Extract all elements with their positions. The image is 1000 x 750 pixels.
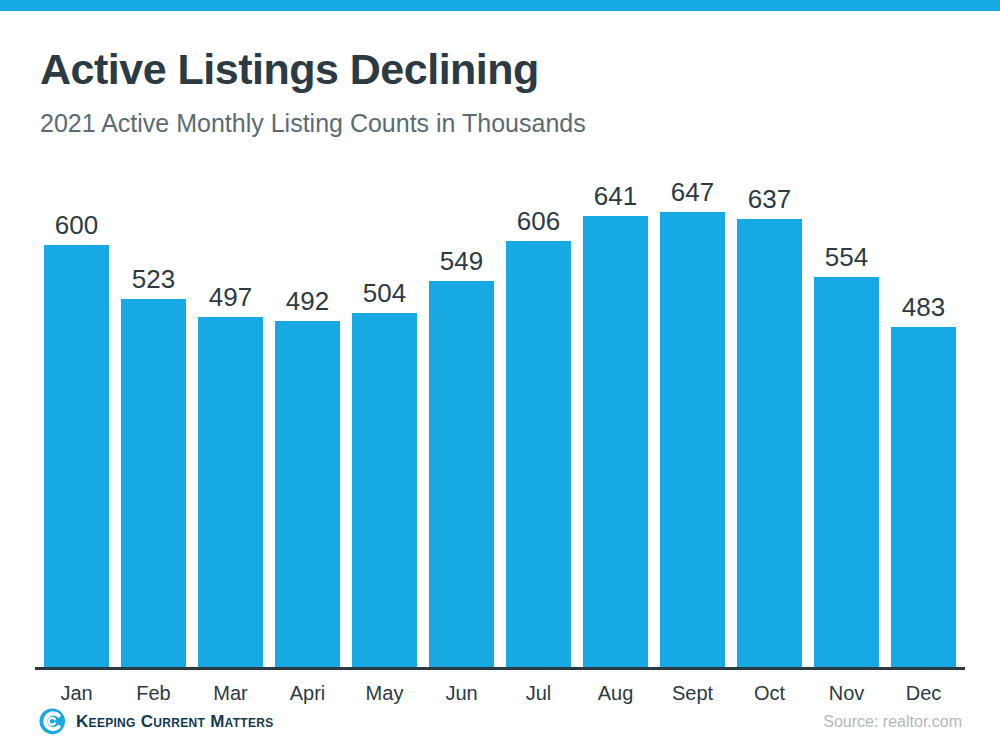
bar-group-jan: 600 <box>38 170 115 667</box>
bar-group-jul: 606 <box>500 170 577 667</box>
bar-plot-area: 600 523 497 492 504 549 606 641 647 637 554 483 <box>38 170 962 667</box>
bar-group-dec: 483 <box>885 170 962 667</box>
bar-value-label: 483 <box>902 294 945 320</box>
bar-sept <box>660 212 725 667</box>
chart-footer: Keeping Current Matters Source: realtor.… <box>38 702 962 742</box>
bar-jul <box>506 241 571 667</box>
bar-value-label: 504 <box>363 280 406 306</box>
bar-group-feb: 523 <box>115 170 192 667</box>
bar-oct <box>737 219 802 667</box>
bar-group-may: 504 <box>346 170 423 667</box>
bar-value-label: 497 <box>209 284 252 310</box>
bar-group-aug: 641 <box>577 170 654 667</box>
bar-value-label: 606 <box>517 208 560 234</box>
bar-value-label: 647 <box>671 179 714 205</box>
bar-feb <box>121 299 186 667</box>
bar-value-label: 554 <box>825 244 868 270</box>
bar-value-label: 600 <box>55 212 98 238</box>
brand-top-stripe <box>0 0 1000 11</box>
chart-header: Active Listings Declining 2021 Active Mo… <box>40 46 960 138</box>
bar-value-label: 549 <box>440 248 483 274</box>
bar-aug <box>583 216 648 667</box>
bar-value-label: 641 <box>594 183 637 209</box>
bar-value-label: 523 <box>132 266 175 292</box>
kcm-logo: Keeping Current Matters <box>38 707 274 737</box>
bar-dec <box>891 327 956 667</box>
bar-value-label: 492 <box>286 288 329 314</box>
bar-group-apri: 492 <box>269 170 346 667</box>
x-axis-line <box>35 667 965 670</box>
page-subtitle: 2021 Active Monthly Listing Counts in Th… <box>40 109 960 138</box>
bar-jun <box>429 281 494 667</box>
infographic-page: Active Listings Declining 2021 Active Mo… <box>0 0 1000 750</box>
kcm-swirl-icon <box>38 707 68 737</box>
bar-chart: 600523497492504549606641647637554483 Jan… <box>38 170 962 705</box>
bar-group-mar: 497 <box>192 170 269 667</box>
bar-value-label: 637 <box>748 186 791 212</box>
bar-may <box>352 313 417 667</box>
page-title: Active Listings Declining <box>40 46 960 93</box>
bar-nov <box>814 277 879 667</box>
kcm-logo-text: Keeping Current Matters <box>76 712 274 732</box>
bar-group-oct: 637 <box>731 170 808 667</box>
bar-jan <box>44 245 109 667</box>
source-attribution: Source: realtor.com <box>823 713 962 731</box>
bar-mar <box>198 317 263 667</box>
bar-group-jun: 549 <box>423 170 500 667</box>
bar-group-nov: 554 <box>808 170 885 667</box>
bar-apri <box>275 321 340 667</box>
bar-group-sept: 647 <box>654 170 731 667</box>
